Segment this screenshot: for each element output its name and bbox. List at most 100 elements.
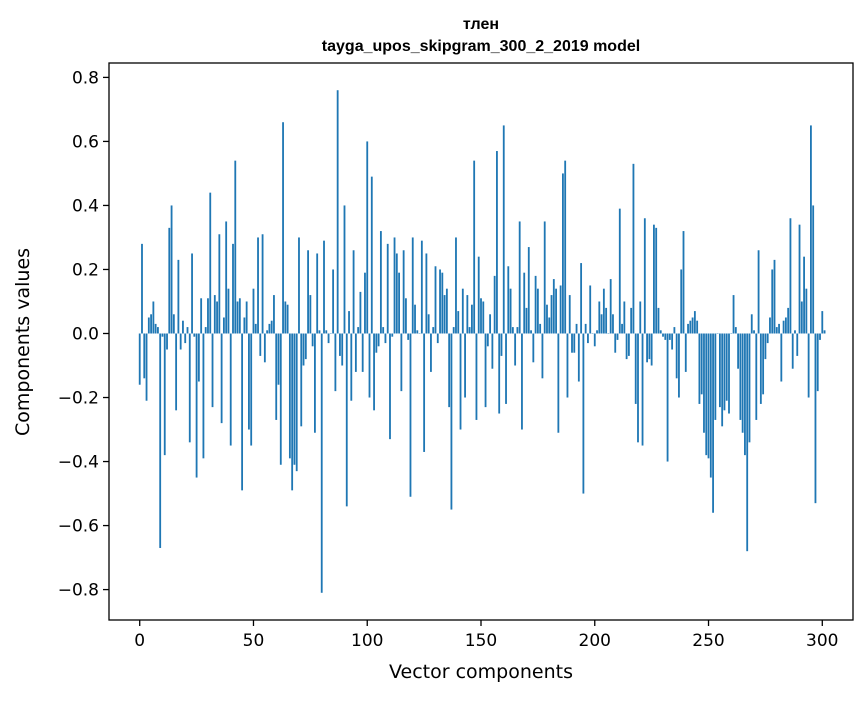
- bar: [637, 334, 639, 443]
- bar: [387, 244, 389, 334]
- bar: [753, 330, 755, 333]
- bar: [530, 330, 532, 333]
- bar: [523, 273, 525, 334]
- bar: [582, 334, 584, 494]
- y-tick-label: 0.0: [72, 324, 99, 344]
- bar: [714, 334, 716, 420]
- bar: [346, 334, 348, 507]
- bar: [337, 90, 339, 333]
- bar: [314, 334, 316, 433]
- bar: [164, 334, 166, 456]
- bar: [198, 334, 200, 382]
- bar: [193, 334, 195, 337]
- y-tick-label: 0.6: [72, 132, 99, 152]
- bar: [478, 257, 480, 334]
- bar: [771, 269, 773, 333]
- y-tick-label: 0.8: [72, 68, 99, 88]
- bar: [598, 301, 600, 333]
- bar: [275, 334, 277, 420]
- bar: [203, 334, 205, 459]
- bar: [264, 334, 266, 363]
- bar: [482, 301, 484, 333]
- bar: [273, 295, 275, 333]
- bar: [535, 276, 537, 334]
- bar: [212, 334, 214, 408]
- bar: [362, 334, 364, 372]
- bar: [708, 334, 710, 459]
- bar: [148, 317, 150, 333]
- bar: [685, 334, 687, 372]
- bar: [494, 276, 496, 334]
- bar: [519, 221, 521, 333]
- bar: [546, 305, 548, 334]
- bar: [373, 334, 375, 411]
- bar: [378, 334, 380, 347]
- x-tick-label: 250: [692, 631, 724, 651]
- bar: [480, 298, 482, 333]
- bar: [662, 334, 664, 337]
- bar: [216, 301, 218, 333]
- bar: [339, 334, 341, 356]
- bar: [760, 334, 762, 404]
- bar: [439, 269, 441, 333]
- bar: [605, 308, 607, 334]
- y-tick-label: −0.4: [58, 453, 99, 473]
- bar: [805, 289, 807, 334]
- bar: [571, 334, 573, 353]
- chart-title: тлен: [463, 16, 499, 33]
- bar: [514, 334, 516, 366]
- bar: [398, 273, 400, 334]
- bar: [316, 253, 318, 333]
- bar: [594, 334, 596, 347]
- bar: [726, 334, 728, 401]
- bar: [271, 321, 273, 334]
- bar: [218, 234, 220, 333]
- bar: [551, 295, 553, 333]
- bar: [416, 330, 418, 333]
- bar: [173, 314, 175, 333]
- bar: [737, 334, 739, 369]
- bar: [528, 247, 530, 333]
- y-axis-label: Components values: [12, 248, 34, 436]
- bar: [248, 334, 250, 430]
- bar: [157, 327, 159, 333]
- bar: [612, 314, 614, 333]
- bar: [785, 317, 787, 333]
- bar: [673, 327, 675, 333]
- bar: [375, 334, 377, 353]
- bar: [209, 193, 211, 334]
- bar: [309, 295, 311, 333]
- bar: [412, 237, 414, 333]
- bar: [369, 334, 371, 398]
- bar: [808, 334, 810, 398]
- y-tick-label: 0.2: [72, 260, 99, 280]
- bar: [414, 305, 416, 334]
- bar: [196, 334, 198, 478]
- bar: [501, 334, 503, 356]
- bar: [425, 253, 427, 333]
- bar: [790, 218, 792, 333]
- bar: [466, 295, 468, 333]
- y-tick-label: −0.8: [58, 581, 99, 601]
- bar: [380, 231, 382, 333]
- bar: [307, 250, 309, 333]
- bar: [405, 298, 407, 333]
- x-tick-label: 0: [134, 631, 145, 651]
- bar: [385, 334, 387, 344]
- bar: [289, 334, 291, 459]
- bar: [687, 324, 689, 334]
- bar: [796, 334, 798, 356]
- bar: [312, 334, 314, 347]
- bar: [794, 330, 796, 333]
- bar: [282, 122, 284, 333]
- bar: [671, 334, 673, 350]
- bar: [787, 308, 789, 334]
- bar: [792, 334, 794, 369]
- bar: [141, 244, 143, 334]
- bar: [689, 321, 691, 334]
- bar: [184, 334, 186, 344]
- bar: [639, 301, 641, 333]
- bar: [237, 301, 239, 333]
- bar: [617, 334, 619, 340]
- x-tick-label: 300: [806, 631, 838, 651]
